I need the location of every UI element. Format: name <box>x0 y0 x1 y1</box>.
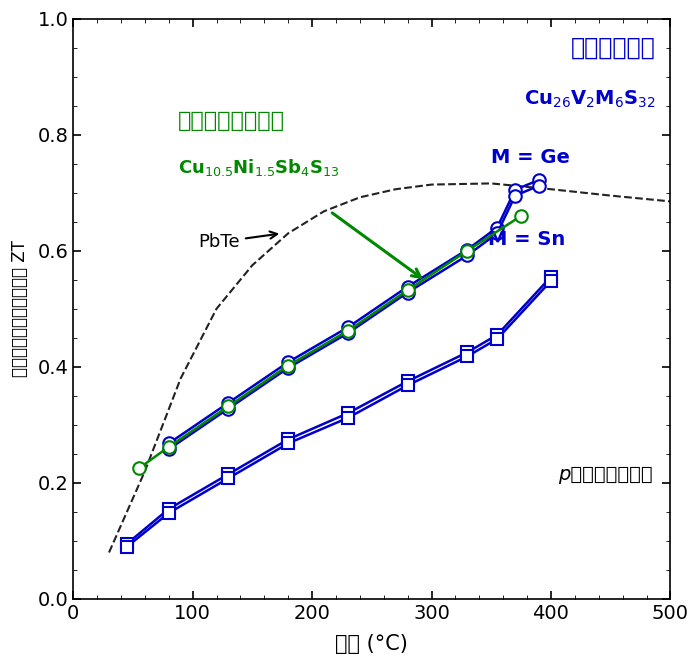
Text: Cu$_{10.5}$Ni$_{1.5}$Sb$_4$S$_{13}$: Cu$_{10.5}$Ni$_{1.5}$Sb$_4$S$_{13}$ <box>178 157 339 178</box>
Text: テトラヘドライト: テトラヘドライト <box>178 112 285 132</box>
Text: PbTe: PbTe <box>199 231 277 251</box>
Text: M = Ge: M = Ge <box>491 148 570 168</box>
Text: p型熱電変換材料: p型熱電変換材料 <box>558 465 652 483</box>
Y-axis label: 無次元熱電変換性能指数 ZT: 無次元熱電変換性能指数 ZT <box>11 240 29 377</box>
X-axis label: 温度 (°C): 温度 (°C) <box>335 634 408 654</box>
Text: Cu$_{26}$V$_2$M$_6$S$_{32}$: Cu$_{26}$V$_2$M$_6$S$_{32}$ <box>524 88 655 110</box>
Text: コルーサイト: コルーサイト <box>570 36 655 60</box>
Text: M = Sn: M = Sn <box>488 229 566 249</box>
